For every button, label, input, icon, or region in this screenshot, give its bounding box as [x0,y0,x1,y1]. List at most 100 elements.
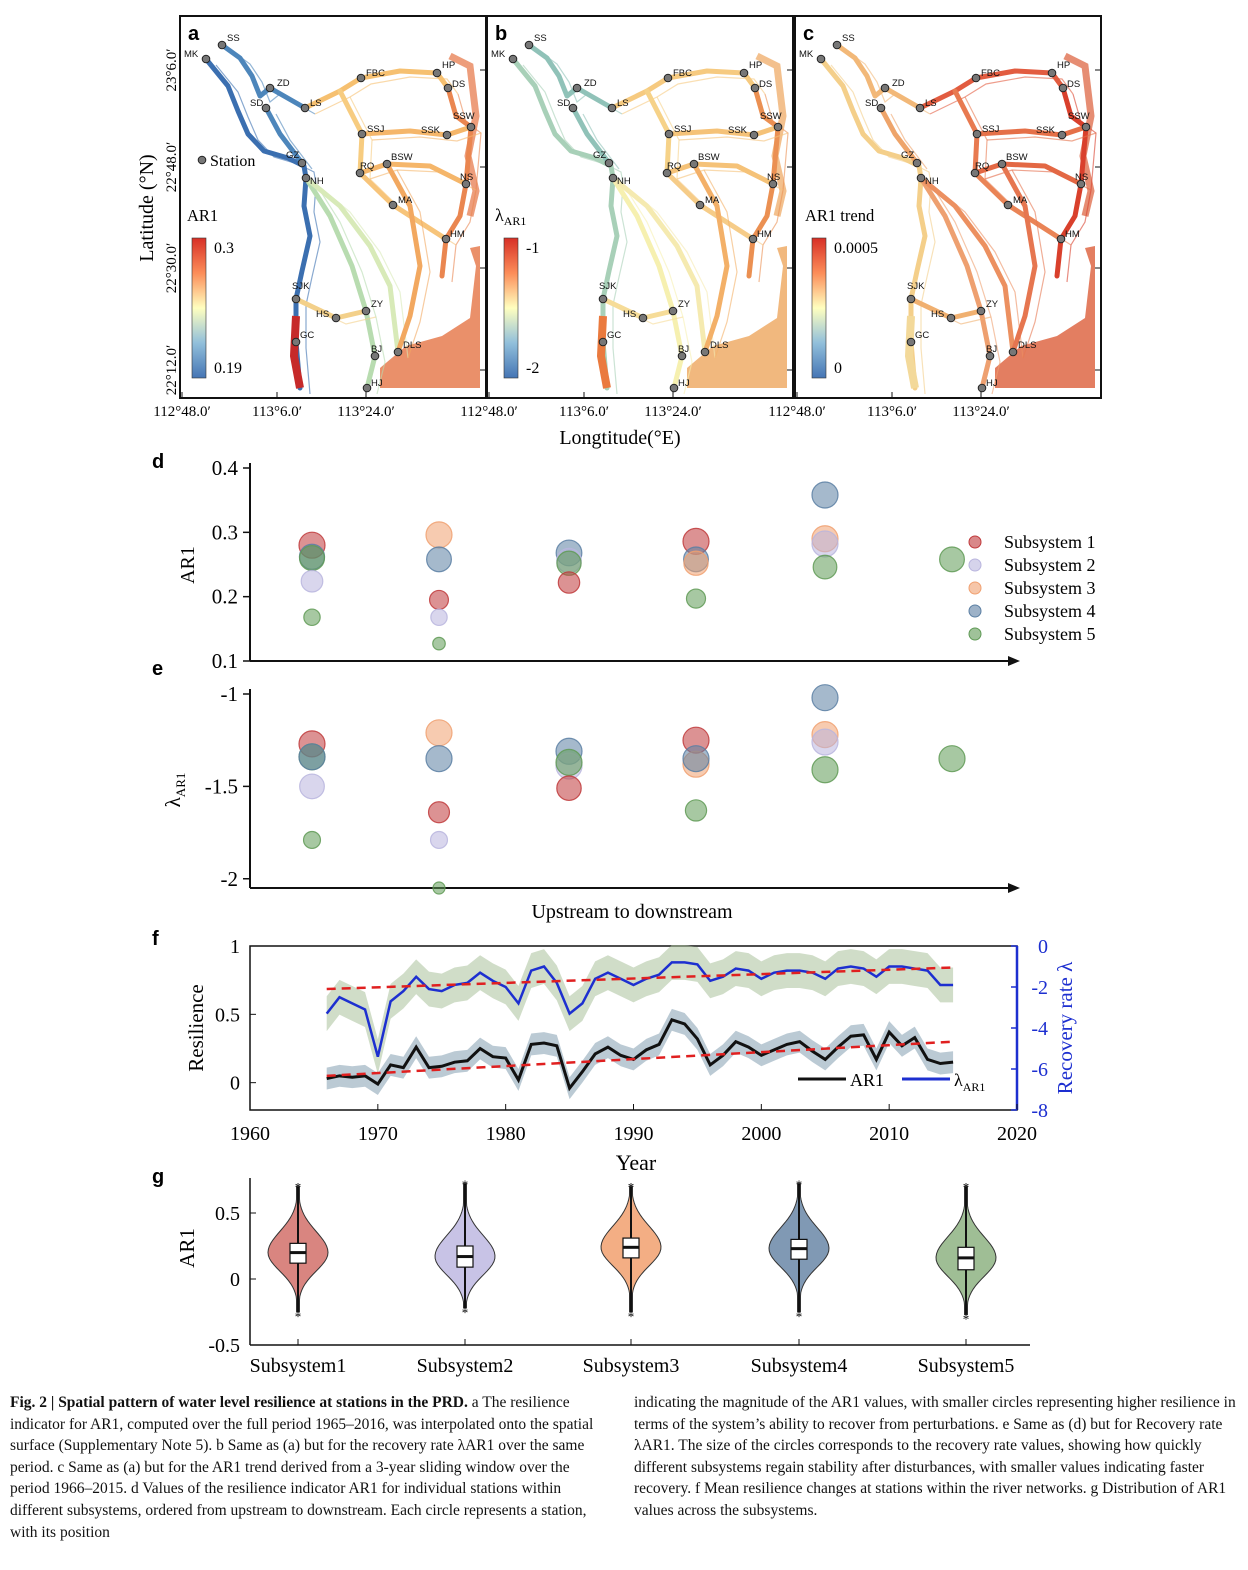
station-rq-marker [662,168,672,178]
e-y-tick-2: -2 [221,867,239,891]
station-zd-label: ZD [584,78,597,89]
station-ss-label: SS [842,33,855,44]
d-y-tick-2: 0.2 [212,585,238,609]
coastal-delta-fill [687,246,787,388]
f-y2-tick-0: 0 [1038,936,1048,958]
point-subsystem-2 [811,530,839,558]
colorbar-a [191,237,207,379]
station-bsw-marker [689,159,699,169]
legend-marker-subsystem-1 [968,535,982,549]
map-x-tick-1: 113°6.0′ [252,404,302,420]
g-x-tick-4: Subsystem5 [918,1355,1015,1377]
point-subsystem-5 [303,608,321,627]
point-subsystem-4 [298,743,326,771]
station-dls-marker [700,347,710,357]
point-subsystem-5 [555,748,583,776]
station-sjk-marker [291,294,301,304]
river-east-down [384,161,423,355]
colorbar-b [503,237,519,379]
station-sjk-label: SJK [907,281,925,292]
station-rq-label: RQ [360,161,374,172]
station-ssw-label: SSW [1068,111,1090,122]
station-ssk-label: SSK [728,125,748,136]
panel-letter-b: b [495,23,507,45]
f-x-tick-0: 1960 [230,1123,270,1145]
station-hp-label: HP [1057,60,1070,71]
station-ds-label: DS [1067,79,1080,90]
map-x-tick-0: 112°48.0′ [768,404,825,420]
outlier-low-2: * [462,1305,469,1320]
river-mid-branch [918,175,993,391]
station-hj-marker [669,383,679,393]
station-ns-marker [1076,179,1086,189]
river-hs-branch-tributary [920,304,992,325]
legend-ar1-label: AR1 [850,1070,884,1090]
river-mid2-tributary [622,183,716,359]
station-ma-marker [695,200,705,210]
f-y2-tick-4: -8 [1031,1100,1048,1122]
station-gz-marker [912,158,922,168]
station-nh-label: NH [310,176,324,187]
river-west-main-tributary [522,64,628,395]
river-hs-branch-tributary [305,304,377,325]
station-nh-marker [301,173,311,183]
station-mk-label: MK [491,49,506,60]
ar1-series-line [326,1017,954,1092]
station-ssw-marker [466,122,476,132]
river-east-down [999,161,1038,355]
station-ns-label: NS [767,172,780,183]
station-ls-marker [607,103,617,113]
colorbar-max-b: -1 [526,240,539,257]
panel-f-resilience-timeseries: 1960 1970 1980 1990 2000 2010 2020 1 0.5 0 0 -2 -4 -6… [152,928,1077,1175]
map-y-tick-3: 22°12.0′ [164,345,180,396]
colorbar-min-a: 0.19 [214,360,242,377]
colorbar-title-c: AR1 trend [805,206,875,225]
station-hs-marker [638,313,648,323]
panel-letter-e: e [152,658,163,680]
station-hm-label: HM [450,229,465,240]
panel-letter-a: a [188,23,200,45]
colorbar-title-lambda: λAR1 [495,205,526,228]
river-west-upper-tributary [538,50,623,115]
river-east-cross2 [357,161,469,187]
station-ds-label: DS [759,79,772,90]
station-ss-marker [524,40,534,50]
station-hp-label: HP [442,60,455,71]
point-subsystem-1 [556,775,582,802]
station-hm-label: HM [1065,229,1080,240]
caption-continued: indicating the magnitude of the AR1 valu… [634,1394,1236,1433]
river-east-down-tributary [703,169,738,359]
river-north-mid-tributary [349,96,373,180]
f-y2-tick-2: -4 [1031,1018,1048,1040]
f-y-axis-label: Resilience [184,984,208,1071]
point-subsystem-4 [811,481,839,509]
river-east-cross2 [972,161,1084,187]
station-gz-label: GZ [593,150,606,161]
station-ds-marker [750,83,760,93]
map-y-tick-0: 23°6.0′ [164,48,180,91]
station-fbc-marker [971,73,981,83]
map-panel-b: MK SS ZD SD LS FBC HP DS SSJ SSK SSW GZ NH RQ BSW NS MA H… [460,15,794,420]
point-subsystem-2 [811,728,839,756]
river-mid-branch [303,175,378,391]
station-ssk-marker [749,130,759,140]
station-legend-label: Station [210,153,255,170]
lambda-series-line [325,961,954,1058]
d-y-tick-1: 0.3 [212,520,238,544]
f-x-tick-1: 1970 [358,1123,398,1145]
station-legend-marker [197,155,207,165]
point-subsystem-4 [682,745,710,773]
station-ma-marker [388,200,398,210]
g-y-tick-1: 0 [230,1269,240,1291]
f-y2-tick-3: -6 [1031,1059,1048,1081]
point-subsystem-2 [299,773,325,800]
river-mid2-tributary [930,183,1024,359]
river-east-cross1 [359,124,474,138]
river-west-upper [219,42,308,111]
colorbar-max-c: 0.0005 [834,240,878,257]
point-subsystem-5 [302,830,322,850]
river-east-cross2-tributary [984,169,1092,191]
station-hm-marker [1056,234,1066,244]
outlier-low-4: * [796,1309,803,1324]
map-y-tick-1: 22°48.0′ [164,142,180,193]
